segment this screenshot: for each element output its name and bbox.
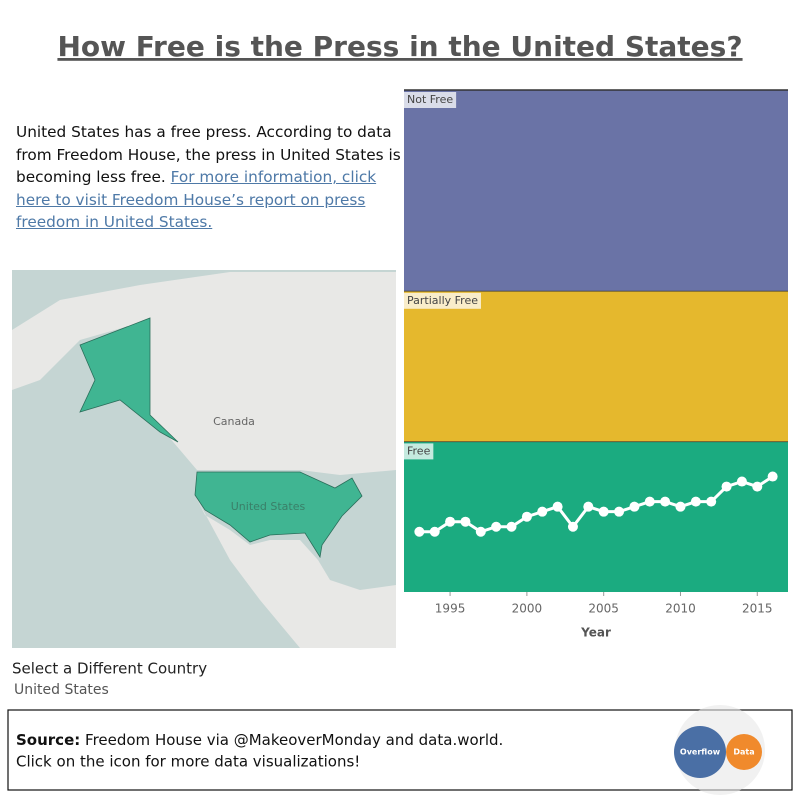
band-label: Free (407, 444, 431, 457)
x-tick-label: 1995 (435, 602, 466, 616)
point (736, 476, 747, 487)
point (629, 501, 640, 512)
logo-circle[interactable] (674, 726, 726, 778)
x-tick-label: 2000 (512, 602, 543, 616)
x-axis-label: Year (580, 626, 611, 640)
description-link[interactable]: For more information, click here to visi… (16, 168, 377, 231)
selector-label: Select a Different Country (12, 660, 207, 678)
map-label: United States (231, 500, 306, 513)
point (445, 516, 456, 527)
point (690, 496, 701, 507)
point (552, 501, 563, 512)
point (491, 521, 502, 532)
point (414, 526, 425, 537)
band-label-bg (404, 443, 434, 460)
source-box (7, 709, 793, 791)
chart: Free Partially Free Not Free 1995 2000 2005 20… (404, 89, 788, 640)
point (506, 521, 517, 532)
map-label: Canada (213, 415, 255, 428)
map-land (12, 272, 396, 475)
point (429, 526, 440, 537)
logo-circle[interactable] (726, 734, 762, 770)
source-label: Source: (16, 731, 80, 749)
band-label-bg (404, 92, 457, 108)
x-tick-label: 2010 (665, 602, 696, 616)
point (614, 506, 625, 517)
point (767, 471, 778, 482)
point (521, 511, 532, 522)
source-line: Source: Freedom House via @MakeoverMonda… (16, 731, 503, 749)
point (752, 481, 763, 492)
point (706, 496, 717, 507)
description: United States has a free press. Accordin… (16, 121, 401, 234)
band-label: Partially Free (407, 294, 478, 307)
band (404, 290, 788, 442)
map-land (195, 495, 396, 648)
point (675, 501, 686, 512)
point (475, 526, 486, 537)
map-us[interactable] (194, 471, 363, 559)
band-label: Not Free (407, 93, 453, 106)
point (537, 506, 548, 517)
point (598, 506, 609, 517)
band (404, 441, 788, 592)
selector-value[interactable]: United States (14, 682, 109, 698)
source-text: Freedom House via @MakeoverMonday and da… (85, 731, 503, 749)
point (567, 521, 578, 532)
point (644, 496, 655, 507)
band (404, 90, 788, 291)
description-text: United States has a free press. Accordin… (16, 123, 401, 186)
x-tick-label: 2015 (742, 602, 773, 616)
band-label-bg (404, 292, 481, 309)
logo-text: Data (733, 748, 754, 757)
point (660, 496, 671, 507)
map-alaska[interactable] (79, 317, 179, 443)
point (721, 481, 732, 492)
title: How Free is the Press in the United Stat… (57, 30, 742, 63)
point (583, 501, 594, 512)
logo-text: Overflow (680, 748, 721, 757)
source-note: Click on the icon for more data visualiz… (16, 753, 360, 771)
x-tick-label: 2005 (588, 602, 619, 616)
point (460, 516, 471, 527)
